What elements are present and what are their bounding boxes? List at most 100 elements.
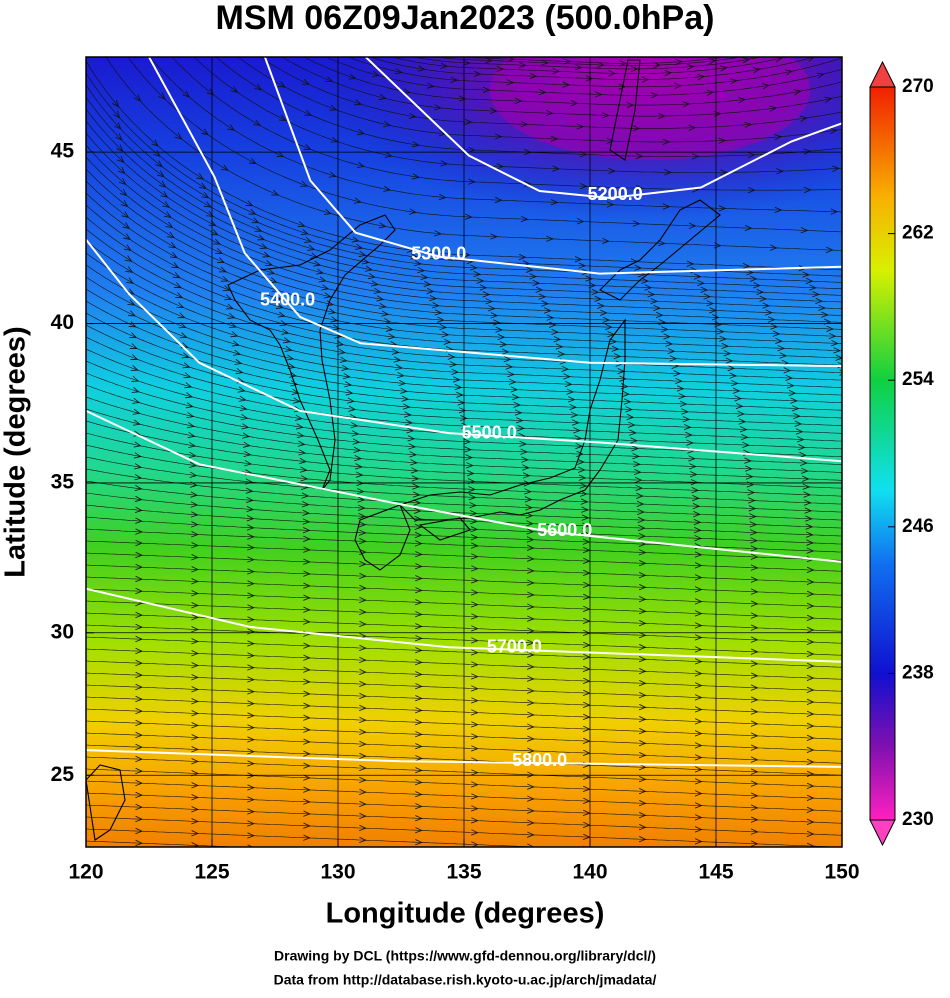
streamline [86,120,842,303]
streamline [86,756,842,788]
stream-arrow [729,78,738,85]
stream-arrow [415,827,423,834]
streamline [86,588,842,620]
stream-arrow [245,200,254,207]
stream-arrow [356,161,365,168]
stream-arrow [415,815,423,822]
stream-arrow [490,312,499,319]
stream-arrow [183,372,192,379]
stream-arrow [511,394,520,401]
stream-arrow [523,480,532,487]
stream-arrow [526,528,535,535]
stream-arrow [650,92,659,99]
stream-arrow [135,587,143,595]
stream-arrow [301,501,310,508]
stream-arrow [303,642,311,649]
stream-arrow [348,405,357,412]
stream-arrow [470,534,479,541]
stream-arrow [532,279,541,287]
stream-arrow [750,588,759,595]
streamline [86,780,842,812]
stream-arrow [747,187,756,194]
stream-arrow [802,483,811,490]
stream-arrow [697,279,705,287]
stream-arrow [292,397,301,404]
streamline [86,336,842,434]
stream-arrow [775,337,783,345]
streamline [86,312,842,419]
stream-arrow [653,62,661,69]
streamline [86,720,842,752]
stream-arrow [552,67,561,75]
stream-arrow [191,638,199,645]
stream-arrow [118,166,126,175]
stream-arrow [185,402,194,409]
stream-arrow [806,710,815,717]
stream-arrow [719,65,728,72]
stream-arrow [189,471,198,478]
stream-arrow [762,83,770,90]
stream-arrow [678,393,687,400]
stream-arrow [172,272,181,279]
stream-arrow [756,288,765,296]
stream-arrow [201,128,209,136]
stream-arrow [638,740,647,747]
stream-arrow [495,326,504,333]
stream-arrow [323,208,332,215]
stream-arrow [303,606,311,613]
streamlines [86,57,842,847]
stream-arrow [412,491,421,498]
stream-arrow [613,353,622,360]
stream-arrow [526,807,535,814]
stream-arrow [400,387,408,394]
stream-arrow [464,446,473,453]
stream-arrow [526,536,535,543]
stream-arrow [358,512,366,520]
streamline [86,516,842,553]
stream-arrow [415,671,423,678]
stream-arrow [738,97,747,104]
stream-arrow [247,652,255,659]
stream-arrow [135,767,143,775]
stream-arrow [359,538,367,545]
x-tick-label: 145 [698,861,733,884]
stream-arrow [415,551,423,558]
stream-arrow [526,555,535,562]
stream-arrow [632,220,641,227]
stream-arrow [638,800,647,807]
stream-arrow [625,406,633,413]
stream-arrow [247,640,255,647]
stream-arrow [804,507,813,514]
stream-arrow [191,806,199,813]
stream-arrow [303,678,311,685]
stream-arrow [703,293,712,300]
stream-arrow [526,699,535,706]
stream-arrow [579,482,588,489]
stream-arrow [357,496,366,503]
stream-arrow [458,95,467,102]
stream-arrow [134,495,143,503]
stream-arrow [638,620,647,627]
streamline [86,408,842,481]
stream-arrow [608,70,617,77]
stream-arrow [157,170,165,178]
stream-arrow [641,76,650,83]
stream-arrow [653,304,661,312]
stream-arrow [806,566,815,573]
stream-arrow [806,638,815,645]
stream-arrow [247,736,255,743]
stream-arrow [132,419,141,426]
stream-arrow [470,673,479,680]
stream-arrow [548,321,557,328]
streamline [86,696,842,728]
stream-arrow [303,786,311,793]
stream-arrow [662,203,671,210]
stream-arrow [793,412,801,420]
stream-arrow [359,668,367,676]
stream-arrow [413,507,422,514]
streamline [86,492,842,537]
stream-arrow [638,824,647,831]
stream-arrow [242,441,251,448]
stream-arrow [364,265,373,272]
stream-arrow [577,466,586,473]
